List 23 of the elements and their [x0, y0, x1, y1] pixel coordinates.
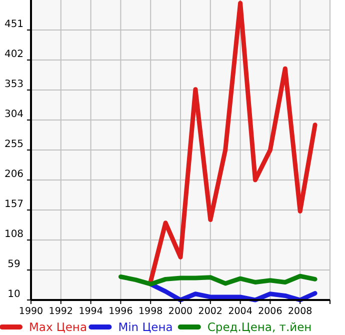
x-tick-label: 2008 [288, 306, 312, 317]
legend-label: Min Цена [118, 320, 173, 334]
x-tick-label: 2002 [198, 306, 222, 317]
y-tick-label: 255 [4, 139, 24, 150]
legend-label: Max Цена [29, 320, 87, 334]
x-tick-label: 1996 [108, 306, 133, 317]
x-tick-label: 1990 [18, 306, 44, 317]
x-tick-label: 1998 [138, 306, 163, 317]
y-tick-label: 402 [4, 49, 24, 60]
y-tick-label: 59 [8, 259, 20, 270]
y-tick-label: 157 [4, 199, 24, 210]
y-tick-label: 304 [4, 109, 24, 120]
legend-label: Сред.Цена, т.йен [207, 320, 312, 334]
x-tick-label: 1994 [78, 306, 103, 317]
x-tick-label: 2000 [168, 306, 193, 317]
y-tick-label: 108 [4, 229, 24, 240]
x-tick-label: 1992 [48, 306, 73, 317]
y-tick-label: 451 [4, 19, 24, 30]
x-tick-label: 2004 [228, 306, 252, 317]
x-tick-label: 2006 [258, 306, 282, 317]
y-tick-label: 206 [4, 169, 24, 180]
y-tick-label: 10 [8, 289, 20, 300]
y-tick-label: 353 [4, 79, 24, 90]
